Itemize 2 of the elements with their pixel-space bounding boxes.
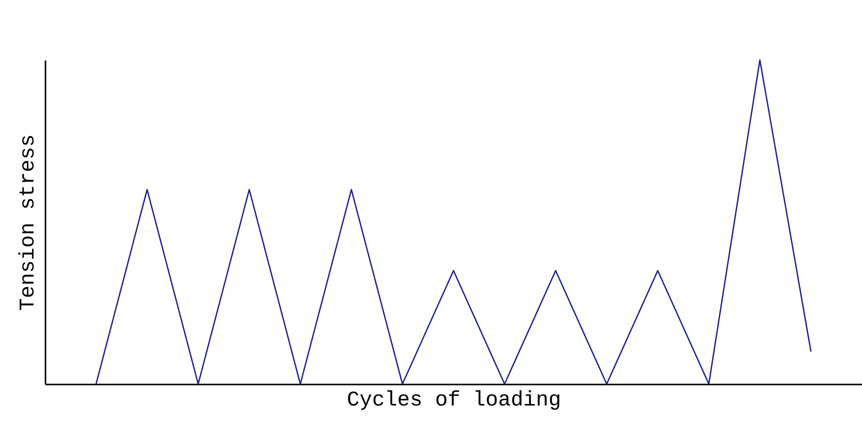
x-axis-title: Cycles of loading [346, 390, 562, 412]
y-axis-title: Tension stress [18, 134, 40, 311]
